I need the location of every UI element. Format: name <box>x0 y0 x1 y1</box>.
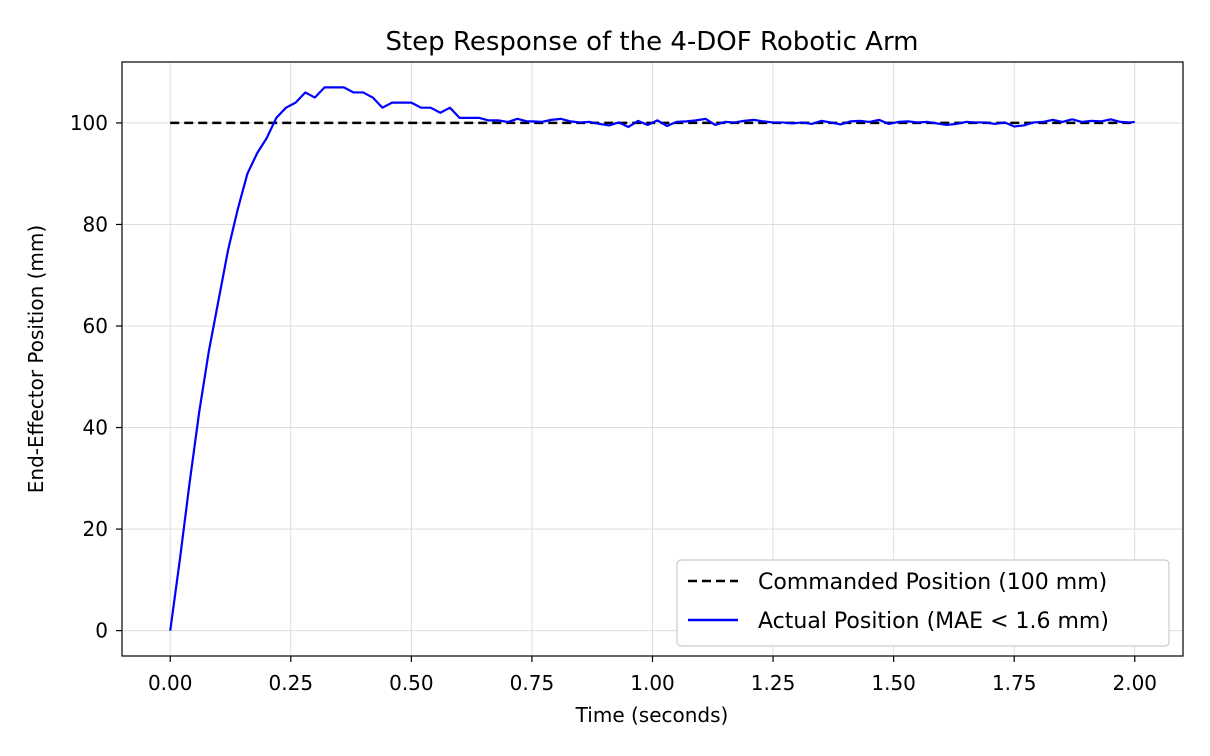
y-tick-label: 100 <box>70 111 108 135</box>
x-tick-label: 0.50 <box>389 671 434 695</box>
legend: Commanded Position (100 mm) Actual Posit… <box>676 559 1170 647</box>
legend-label-actual: Actual Position (MAE < 1.6 mm) <box>758 609 1109 634</box>
x-axis: 0.00 0.25 0.50 0.75 1.00 1.25 1.50 1.75 2.00 <box>148 656 1157 695</box>
x-tick-label: 0.25 <box>269 671 314 695</box>
y-axis: 0 20 40 60 80 100 <box>70 111 122 643</box>
x-tick-label: 1.25 <box>751 671 796 695</box>
chart-title: Step Response of the 4-DOF Robotic Arm <box>385 27 918 57</box>
x-tick-label: 2.00 <box>1113 671 1158 695</box>
legend-box <box>676 559 1170 647</box>
legend-label-commanded: Commanded Position (100 mm) <box>758 570 1107 595</box>
actual-position-line <box>169 86 1135 631</box>
x-tick-label: 1.75 <box>992 671 1037 695</box>
x-tick-label: 0.00 <box>148 671 193 695</box>
x-tick-label: 1.00 <box>630 671 675 695</box>
y-tick-label: 20 <box>83 517 108 541</box>
y-tick-label: 0 <box>95 619 108 643</box>
y-axis-label: End-Effector Position (mm) <box>24 225 48 493</box>
y-tick-label: 60 <box>83 314 108 338</box>
series-layer <box>169 86 1135 631</box>
y-tick-label: 40 <box>83 416 108 440</box>
x-tick-label: 0.75 <box>510 671 555 695</box>
y-tick-label: 80 <box>83 212 108 236</box>
x-tick-label: 1.50 <box>871 671 916 695</box>
x-axis-label: Time (seconds) <box>575 703 729 727</box>
